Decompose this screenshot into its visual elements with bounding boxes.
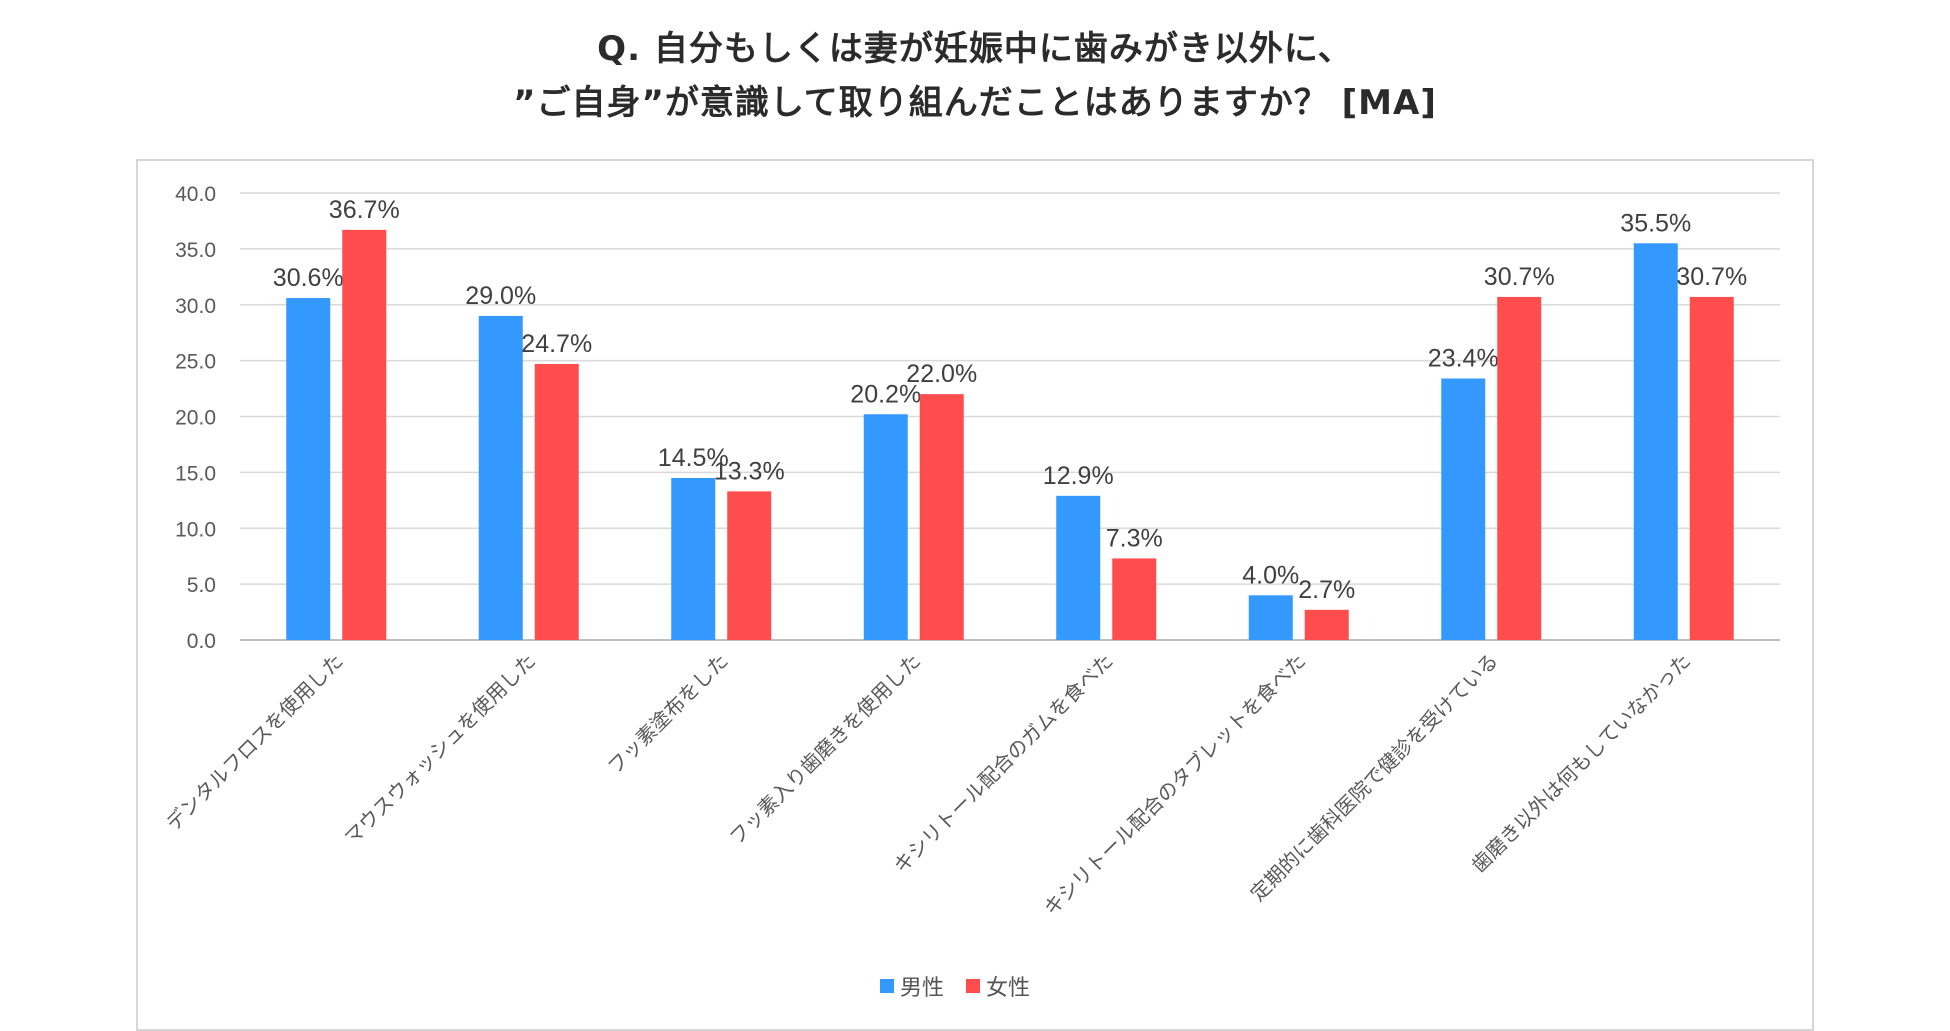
chart-title-line-1: Q. 自分もしくは妻が妊娠中に歯みがき以外に、 [597, 29, 1353, 69]
data-label-female: 24.7% [521, 330, 592, 358]
bar-male [1441, 378, 1486, 640]
data-label-female: 36.7% [329, 196, 400, 224]
data-label-male: 4.0% [1242, 561, 1299, 589]
data-label-female: 2.7% [1298, 576, 1355, 604]
x-tick-label: マウスウォッシュを使用した [339, 649, 540, 850]
bar-male [1633, 243, 1678, 640]
data-label-female: 13.3% [714, 457, 785, 485]
bar-male [478, 315, 523, 640]
bar-female [342, 229, 387, 640]
data-label-male: 20.2% [850, 380, 921, 408]
y-tick-label: 40.0 [175, 183, 216, 206]
x-tick-label: フッ素塗布をした [603, 649, 733, 779]
bar-female [1689, 296, 1734, 640]
x-tick-label: キシリトール配合のガムを食べた [889, 649, 1118, 878]
bar-female [727, 491, 772, 640]
bar-female [1112, 558, 1157, 640]
bar-male [1056, 495, 1101, 640]
data-label-male: 23.4% [1428, 345, 1499, 373]
legend-label-female: 女性 [986, 976, 1031, 1001]
legend-item-female: 女性 [966, 970, 1030, 1002]
bar-male [863, 414, 908, 640]
bar-female [919, 394, 964, 640]
data-label-male: 12.9% [1043, 462, 1114, 490]
x-tick-label: フッ素入り歯磨きを使用した [724, 649, 925, 850]
chart-title: Q. 自分もしくは妻が妊娠中に歯みがき以外に、 ”ご自身”が意識して取り組んだこ… [0, 22, 1950, 130]
x-tick-label: 歯磨き以外は何もしていなかった [1467, 649, 1696, 878]
data-label-female: 30.7% [1676, 263, 1747, 291]
y-tick-label: 5.0 [187, 574, 216, 597]
bar-female [1304, 609, 1349, 640]
data-label-male: 35.5% [1620, 209, 1691, 237]
y-tick-label: 15.0 [175, 462, 216, 485]
y-tick-label: 10.0 [175, 518, 216, 541]
x-tick-label: デンタルフロスを使用した [161, 649, 348, 836]
bar-male [671, 477, 716, 640]
data-label-male: 29.0% [465, 282, 536, 310]
data-label-female: 7.3% [1106, 524, 1163, 552]
y-tick-label: 35.0 [175, 239, 216, 262]
y-tick-label: 20.0 [175, 407, 216, 430]
data-label-male: 14.5% [658, 444, 729, 472]
legend-item-male: 男性 [880, 970, 944, 1002]
y-tick-label: 0.0 [187, 630, 216, 653]
bar-female [534, 363, 579, 640]
bar-male [286, 298, 331, 640]
y-tick-label: 30.0 [175, 295, 216, 318]
legend-label-male: 男性 [900, 976, 945, 1001]
legend-swatch-female [966, 979, 981, 993]
bar-male [1248, 595, 1293, 640]
chart-title-line-2: ”ご自身”が意識して取り組んだことはありますか？ [MA] [513, 83, 1437, 123]
data-label-female: 30.7% [1484, 263, 1555, 291]
bar-female [1497, 296, 1542, 640]
data-label-male: 30.6% [273, 264, 344, 292]
chart-legend: 男性 女性 [880, 970, 1052, 1002]
legend-swatch-male [880, 979, 894, 993]
y-tick-label: 25.0 [175, 351, 216, 374]
data-label-female: 22.0% [906, 360, 977, 388]
